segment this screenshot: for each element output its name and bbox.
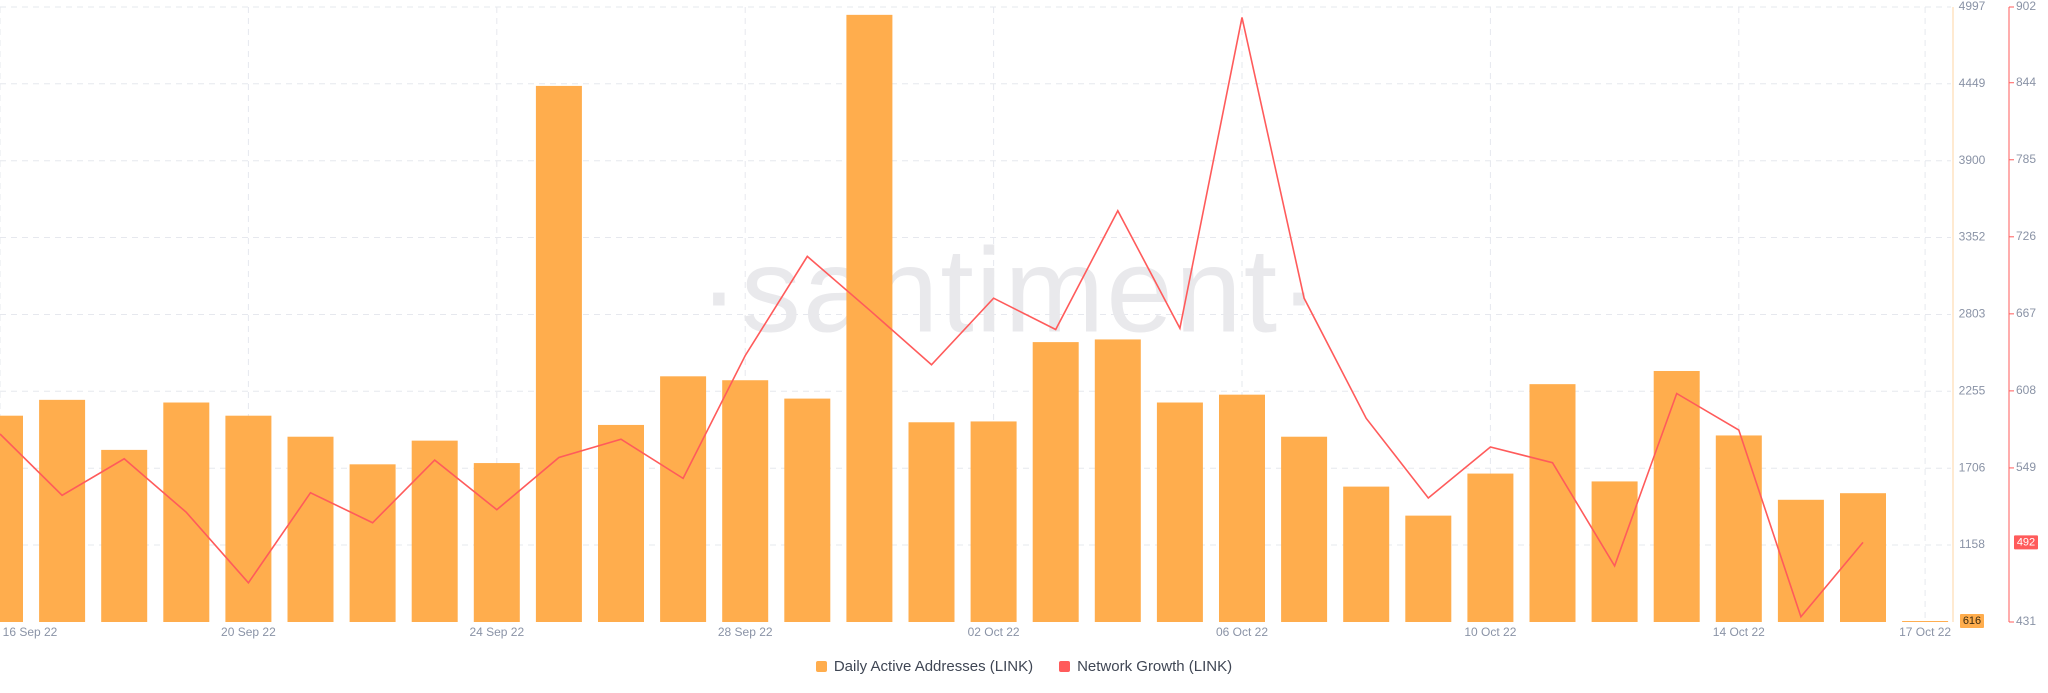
bar (1281, 436, 1328, 622)
line (0, 17, 1864, 619)
legend-label: Network Growth (LINK) (1077, 658, 1233, 675)
bar (101, 449, 148, 622)
bar (287, 436, 334, 622)
bar (598, 424, 644, 622)
y2-tick-label: 667 (2016, 306, 2036, 320)
legend-item[interactable]: Daily Active Addresses (LINK) (815, 658, 1034, 675)
x-tick-label: 10 Oct 22 (1464, 625, 1516, 639)
bar (0, 415, 23, 622)
y2-tick-label: 608 (2016, 383, 2036, 397)
value-badge (1960, 614, 1984, 629)
watermark: ·santiment· (699, 224, 1321, 358)
bar (1840, 493, 1886, 622)
bar (473, 463, 520, 622)
y2-tick-label: 726 (2016, 229, 2036, 243)
bar (535, 85, 582, 623)
x-tick-label: 14 Oct 22 (1713, 625, 1765, 639)
bar (970, 421, 1017, 622)
x-tick-label: 20 Sep 22 (221, 625, 276, 639)
bar (1032, 342, 1079, 622)
x-tick-label: 02 Oct 22 (968, 625, 1020, 639)
y-tick-label: 2803 (1959, 307, 1986, 321)
y2-tick-label: 549 (2016, 460, 2036, 474)
legend-swatch (815, 661, 827, 672)
bar (1467, 473, 1514, 622)
chart: ·santiment· 1158 1706 2255 2803 3352 3900 4449… (0, 0, 2038, 639)
bar (1591, 481, 1638, 622)
y2-tick-label: 902 (2016, 0, 2036, 13)
bar (784, 398, 831, 622)
value-badge (2014, 535, 2038, 550)
bar (660, 376, 707, 622)
y-tick-label: 1706 (1959, 460, 1986, 474)
grid (0, 6, 1951, 622)
value-badge-label: 492 (2017, 536, 2035, 548)
legend-item[interactable]: Network Growth (LINK) (1059, 658, 1232, 675)
y-tick-label: 2255 (1959, 383, 1986, 397)
bar (411, 440, 458, 622)
bar (1094, 339, 1141, 622)
legend: Daily Active Addresses (LINK) Network Gro… (0, 658, 2048, 675)
y2-tick-label: 785 (2016, 152, 2036, 166)
legend-label: Daily Active Addresses (LINK) (833, 658, 1034, 675)
x-tick-label: 17 Oct 22 (1899, 625, 1951, 639)
y-tick-label: 4997 (1959, 0, 1986, 13)
bar (1777, 499, 1824, 622)
bar (1653, 370, 1700, 622)
y-tick-label: 4449 (1959, 76, 1986, 90)
bar (1219, 394, 1265, 622)
y2-tick-label: 844 (2016, 75, 2036, 89)
bar (1156, 402, 1203, 622)
x-tick-label: 28 Sep 22 (718, 625, 773, 639)
bar (1343, 486, 1390, 622)
bar (349, 464, 396, 622)
legend-swatch (1059, 661, 1071, 672)
bar (1902, 621, 1949, 622)
y-tick-label: 3352 (1959, 230, 1986, 244)
bar (1715, 435, 1762, 622)
bar (1405, 515, 1452, 622)
x-tick-label: 16 Sep 22 (3, 625, 58, 639)
y-tick-label: 1158 (1959, 537, 1985, 551)
y2-tick-label: 431 (2016, 614, 2036, 628)
bar (722, 380, 769, 622)
x-tick-label: 24 Sep 22 (469, 625, 524, 639)
y-tick-label: 3900 (1959, 153, 1986, 167)
bar (225, 415, 272, 622)
value-badge-label: 616 (1963, 615, 1981, 627)
bar (1529, 384, 1576, 622)
bar (846, 14, 893, 622)
bar (39, 399, 86, 622)
x-tick-label: 06 Oct 22 (1216, 625, 1268, 639)
bar (908, 422, 955, 622)
